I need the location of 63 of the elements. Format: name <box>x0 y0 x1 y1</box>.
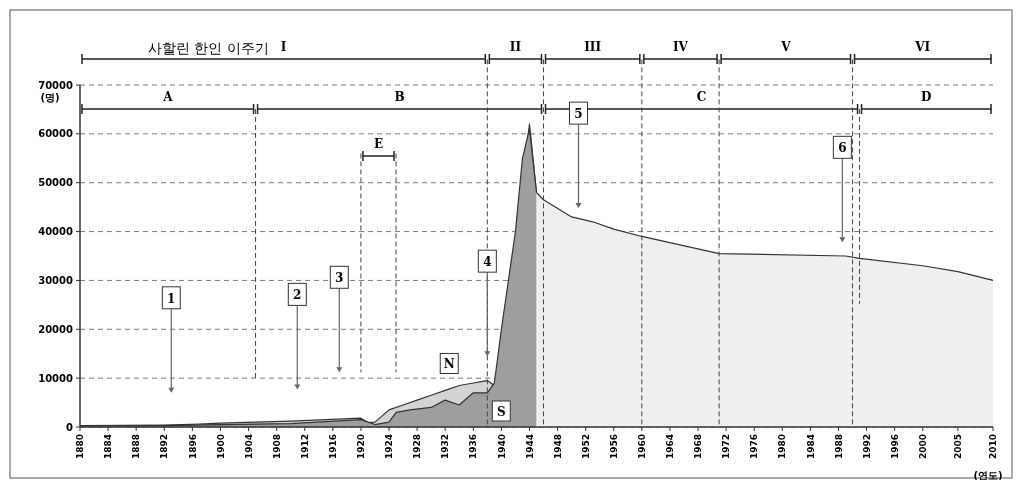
y-tick-label: 70000 <box>38 79 74 91</box>
text: I <box>280 40 287 54</box>
text: V <box>780 40 792 54</box>
x-tick-label: 1928 <box>412 434 423 460</box>
annotation: 4 <box>483 255 492 270</box>
x-tick-label: 2005 <box>953 434 964 460</box>
x-tick-label: 1984 <box>805 434 816 460</box>
x-tick-label: 1968 <box>693 434 704 460</box>
x-axis-title: (연도) <box>973 470 1003 481</box>
annotation: A <box>162 90 174 104</box>
x-tick-label: 1924 <box>384 434 395 460</box>
y-tick-label: 30000 <box>38 274 74 286</box>
x-tick-label: 1908 <box>271 434 282 460</box>
text: IV <box>673 40 689 54</box>
annotation: 2 <box>293 288 302 303</box>
x-tick-label: 1976 <box>749 434 760 460</box>
x-tick-label: 1900 <box>215 434 226 460</box>
x-tick-label: 1972 <box>721 434 732 460</box>
x-tick-label: 1880 <box>75 434 86 460</box>
x-tick-label: 2010 <box>988 434 999 460</box>
x-tick-label: 1932 <box>440 434 451 460</box>
x-tick-label: 1888 <box>131 434 142 460</box>
annotation: C <box>696 90 707 104</box>
x-tick-label: 1912 <box>299 434 310 460</box>
annotation: 6 <box>838 141 847 156</box>
x-tick-label: 1980 <box>777 434 788 460</box>
series-label: S <box>496 405 506 419</box>
x-tick-label: 1988 <box>833 434 844 460</box>
x-tick-label: 1992 <box>861 434 872 460</box>
annotation: 1 <box>167 291 176 306</box>
x-tick-label: 1884 <box>103 434 114 460</box>
x-tick-label: 1956 <box>608 434 619 460</box>
x-tick-label: 1916 <box>327 434 338 460</box>
y-tick-label: 0 <box>66 421 74 433</box>
x-tick-label: 1964 <box>665 434 676 460</box>
text: III <box>584 40 602 54</box>
annotation: E <box>373 137 384 151</box>
chart-title: 사할린 한인 이주기 <box>148 40 269 56</box>
y-tick-label: 60000 <box>38 128 74 140</box>
series-label: N <box>443 357 455 372</box>
y-tick-label: 40000 <box>38 226 74 238</box>
x-tick-label: 1940 <box>496 434 507 460</box>
annotation: D <box>921 90 932 104</box>
x-tick-label: 1948 <box>552 434 563 460</box>
annotation: B <box>394 90 405 104</box>
x-tick-label: 1936 <box>468 434 479 460</box>
x-tick-label: 1892 <box>159 434 170 460</box>
x-tick-label: 2000 <box>917 434 928 460</box>
x-tick-label: 1960 <box>637 434 647 460</box>
x-tick-label: 1896 <box>187 434 198 460</box>
text: VI <box>914 40 931 54</box>
annotation: 3 <box>335 271 344 286</box>
x-tick-label: 1920 <box>356 434 367 460</box>
text: II <box>509 40 522 54</box>
x-tick-label: 1952 <box>580 434 591 460</box>
x-tick-label: 1996 <box>889 434 900 460</box>
y-axis-title: (명) <box>40 92 60 103</box>
annotation: 5 <box>574 107 583 122</box>
y-tick-label: 10000 <box>38 372 74 384</box>
x-tick-label: 1904 <box>243 434 254 460</box>
y-tick-label: 50000 <box>38 177 74 189</box>
x-tick-label: 1944 <box>524 434 535 460</box>
y-tick-label: 20000 <box>38 323 74 335</box>
